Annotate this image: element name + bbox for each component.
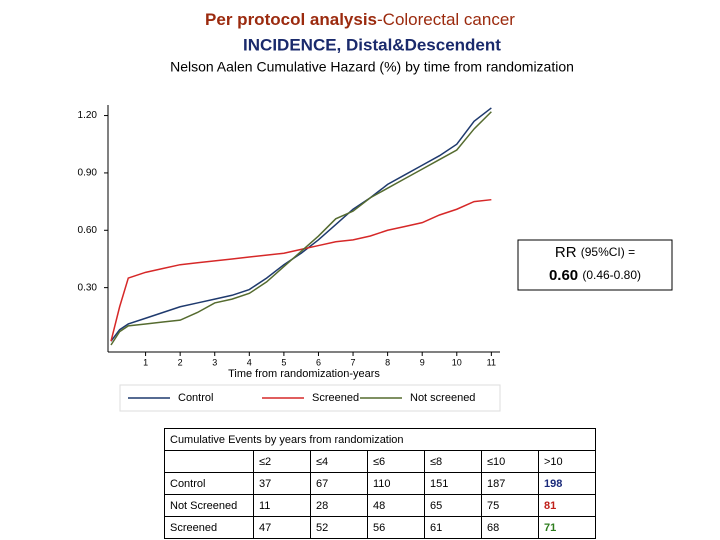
value-cell: 75 [481,494,539,517]
table-row: Not Screened 11 28 48 65 75 81 [164,494,596,517]
x-tick-label: 11 [487,357,496,367]
rr-ci: (0.46-0.80) [582,268,641,282]
row-label: Not Screened [164,494,254,517]
value-cell: 48 [367,494,425,517]
y-tick-label: 0.60 [78,225,98,236]
chart-caption: Nelson Aalen Cumulative Hazard (%) by ti… [170,59,574,75]
legend-label: Control [178,392,213,404]
chart-title-line: Per protocol analysis-Colorectal cancer [205,10,515,29]
value-cell: 47 [253,516,311,539]
rr-value: 0.60 [549,267,578,284]
x-tick-label: 6 [316,357,321,367]
value-cell: 52 [310,516,368,539]
x-tick-label: 5 [281,357,286,367]
value-cell: 37 [253,472,311,495]
value-cell: 61 [424,516,482,539]
value-cell: 81 [538,494,596,517]
header-cell: >10 [538,450,596,473]
value-cell: 110 [367,472,425,495]
rr-box [517,239,673,291]
table-row: Control 37 67 110 151 187 198 [164,472,596,495]
value-cell: 187 [481,472,539,495]
row-label: Control [164,472,254,495]
chart-title: Per protocol analysis [205,10,377,29]
rr-ci-label: (95%CI) = [581,245,635,259]
y-tick-label: 0.90 [78,168,98,179]
table-row: Screened 47 52 56 61 68 71 [164,516,596,539]
caption-row: Cumulative Events by years from randomiz… [164,428,596,451]
value-cell: 56 [367,516,425,539]
value-cell: 11 [253,494,311,517]
header-cell [164,450,254,473]
chart-subtitle: INCIDENCE, Distal&Descendent [243,35,501,54]
rr-label: RR [555,244,577,261]
series-line [110,107,492,342]
value-cell: 198 [538,472,596,495]
events-table: Cumulative Events by years from randomiz… [164,428,596,539]
rr-line: RR (95%CI) = [555,244,635,261]
value-cell: 151 [424,472,482,495]
y-tick-label: 1.20 [78,110,98,121]
x-tick-label: 3 [212,357,217,367]
legend-box [119,384,501,412]
x-tick-label: 10 [452,357,462,367]
value-cell: 71 [538,516,596,539]
row-label: Screened [164,516,254,539]
value-cell: 28 [310,494,368,517]
header-row: ≤2 ≤4 ≤6 ≤8 ≤10 >10 [164,450,596,473]
x-tick-label: 8 [385,357,390,367]
chart: Per protocol analysis-Colorectal cancer … [78,10,673,412]
x-axis-label: Time from randomization-years [228,368,380,380]
x-tick-label: 9 [420,357,425,367]
header-cell: ≤10 [481,450,539,473]
header-cell: ≤4 [310,450,368,473]
rr-value-line: 0.60 (0.46-0.80) [549,267,641,284]
chart-title-suffix: -Colorectal cancer [377,10,515,29]
header-cell: ≤8 [424,450,482,473]
legend-label: Screened [312,392,359,404]
x-tick-label: 7 [351,357,356,367]
y-tick-label: 0.30 [78,282,98,293]
x-tick-label: 1 [143,357,148,367]
header-cell: ≤6 [367,450,425,473]
value-cell: 67 [310,472,368,495]
x-tick-label: 2 [178,357,183,367]
value-cell: 68 [481,516,539,539]
value-cell: 65 [424,494,482,517]
legend-label: Not screened [410,392,475,404]
series-line [110,111,492,346]
x-tick-label: 4 [247,357,252,367]
header-cell: ≤2 [253,450,311,473]
table-caption: Cumulative Events by years from randomiz… [164,428,596,451]
series-line [110,198,492,342]
